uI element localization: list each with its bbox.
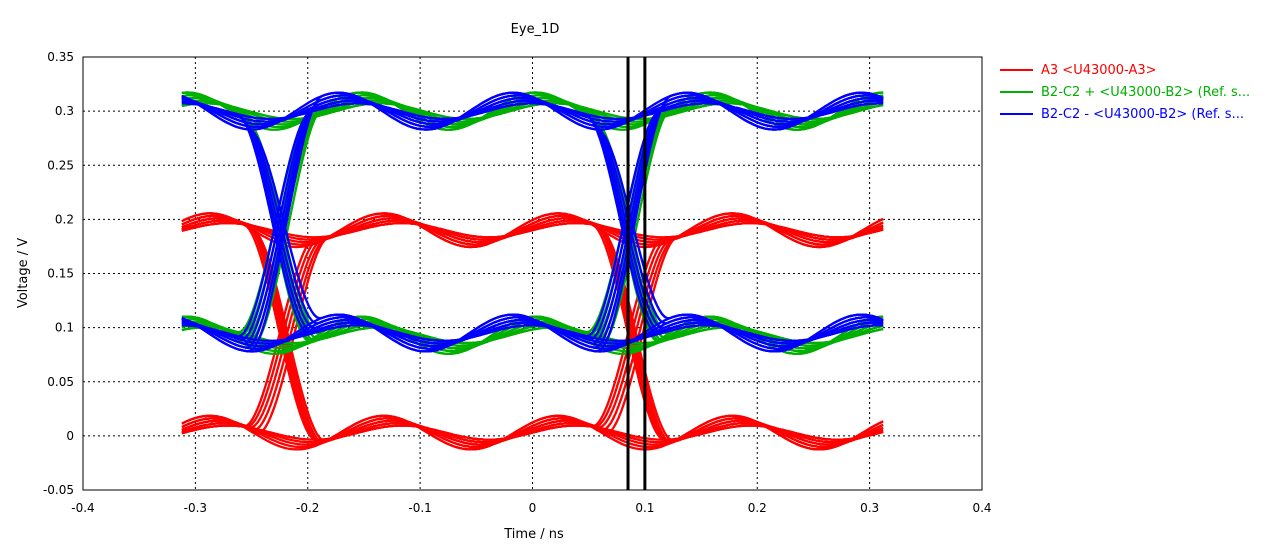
series-2-trace-35 <box>181 102 884 345</box>
legend-item-1[interactable]: A3 <U43000-A3> <box>1000 63 1157 78</box>
y-tick-label: 0 <box>66 429 74 443</box>
legend[interactable]: A3 <U43000-A3> B2-C2 + <U43000-B2> (Ref. … <box>1000 63 1250 122</box>
x-axis-title: Time / ns <box>503 527 564 542</box>
x-tick-label: 0 <box>529 501 537 515</box>
legend-label: B2-C2 - <U43000-B2> (Ref. s... <box>1041 107 1244 122</box>
y-axis-ticks: -0.05 0 0.05 0.1 0.15 0.2 0.25 0.3 0.35 <box>43 50 74 497</box>
legend-item-3[interactable]: B2-C2 - <U43000-B2> (Ref. s... <box>1000 107 1244 122</box>
series-1-trace-39 <box>181 212 884 451</box>
y-tick-label: 0.15 <box>47 267 74 281</box>
x-tick-label: -0.2 <box>296 501 319 515</box>
series-3-trace-37 <box>181 96 884 348</box>
y-axis-title: Voltage / V <box>16 238 31 308</box>
x-tick-label: -0.1 <box>408 501 431 515</box>
series-1-trace-34 <box>181 212 884 451</box>
series-1-trace-38 <box>181 214 884 449</box>
legend-item-2[interactable]: B2-C2 + <U43000-B2> (Ref. s... <box>1000 85 1250 100</box>
y-tick-label: 0.35 <box>47 50 74 64</box>
series-2-trace-36 <box>181 99 884 347</box>
chart-title: Eye_1D <box>511 22 560 37</box>
y-tick-label: 0.25 <box>47 158 74 172</box>
y-tick-label: 0.1 <box>55 321 74 335</box>
plot-frame <box>82 56 983 491</box>
series-3-trace-39 <box>181 91 884 353</box>
cursor-markers[interactable] <box>626 57 647 490</box>
legend-label: A3 <U43000-A3> <box>1041 63 1157 78</box>
x-tick-label: 0.3 <box>860 501 879 515</box>
y-tick-label: 0.3 <box>55 104 74 118</box>
series-layer <box>181 91 884 451</box>
y-tick-label: 0.2 <box>55 212 74 226</box>
x-tick-label: -0.3 <box>184 501 207 515</box>
y-tick-label: -0.05 <box>43 483 74 497</box>
series-3 <box>181 91 884 353</box>
series-2-trace-30 <box>181 102 884 345</box>
x-tick-label: 0.4 <box>972 501 991 515</box>
x-tick-label: 0.2 <box>748 501 767 515</box>
legend-label: B2-C2 + <U43000-B2> (Ref. s... <box>1041 85 1250 100</box>
series-3-trace-32 <box>181 96 884 348</box>
x-tick-label: -0.4 <box>71 501 94 515</box>
x-axis-ticks: -0.4 -0.3 -0.2 -0.1 0 0.1 0.2 0.3 0.4 <box>71 501 991 515</box>
series-3-trace-34 <box>181 91 884 353</box>
y-tick-label: 0.05 <box>47 375 74 389</box>
x-tick-label: 0.1 <box>635 501 654 515</box>
